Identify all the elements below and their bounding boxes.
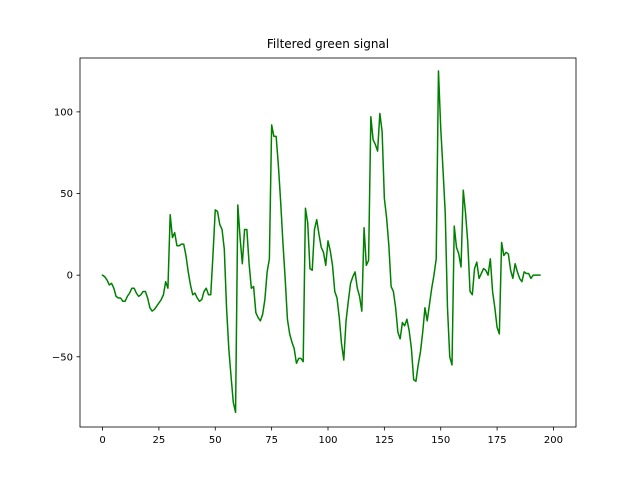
x-tick-label: 125 <box>375 435 394 446</box>
x-tick-label: 0 <box>99 435 105 446</box>
x-tick-label: 50 <box>209 435 222 446</box>
x-tick-label: 175 <box>488 435 507 446</box>
x-tick-label: 75 <box>265 435 278 446</box>
series-line <box>101 70 541 414</box>
x-tick-label: 200 <box>544 435 563 446</box>
plot-area: 0 25 50 75 100 125 150 175 200 −50 0 50 100 <box>52 57 577 446</box>
y-axis: −50 0 50 100 <box>52 107 80 363</box>
plot-frame <box>79 57 577 428</box>
series-layer <box>101 70 541 414</box>
x-tick-label: 100 <box>318 435 337 446</box>
y-tick-label: −50 <box>52 352 73 363</box>
x-tick-label: 25 <box>153 435 166 446</box>
chart-title: Filtered green signal <box>267 37 389 51</box>
x-tick-label: 150 <box>431 435 450 446</box>
y-tick-label: 0 <box>67 271 73 282</box>
y-tick-label: 100 <box>54 107 73 118</box>
y-tick-label: 50 <box>60 189 73 200</box>
x-axis: 0 25 50 75 100 125 150 175 200 <box>99 427 563 446</box>
